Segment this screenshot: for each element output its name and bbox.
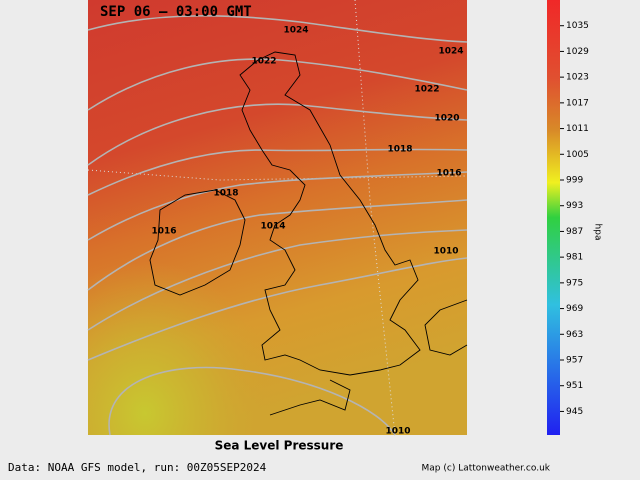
colorbar-tick-label: 981: [566, 253, 583, 263]
graticule: [87, 0, 468, 436]
colorbar-tick-label: 1029: [566, 47, 589, 57]
colorbar-tick-label: 1023: [566, 73, 589, 83]
colorbar: hpa 1035 1029 1023 1017 1011 1005 999 993 987 981…: [547, 0, 603, 435]
isobar-label: 1024: [283, 26, 308, 36]
isobar-label: 1010: [385, 427, 410, 437]
colorbar-tick-label: 987: [566, 227, 583, 237]
colorbar-tick-label: 1011: [566, 124, 589, 134]
isobars: [87, 15, 468, 436]
isobar-label: 1020: [434, 114, 459, 124]
coastlines: [149, 51, 468, 416]
isobar-labels: 1024 1024 1022 1022 1020 1018 1016 1018 1016 1014…: [151, 26, 463, 437]
isobar-label: 1018: [387, 145, 412, 155]
colorbar-tick-label: 1035: [566, 21, 589, 31]
colorbar-tick-label: 975: [566, 278, 583, 288]
map-caption: Sea Level Pressure: [215, 439, 344, 453]
isobar-label: 1024: [438, 47, 463, 57]
colorbar-tick-label: 1017: [566, 98, 589, 108]
isobar-label: 1014: [260, 222, 285, 232]
colorbar-tick-label: 963: [566, 330, 583, 340]
data-credit: Data: NOAA GFS model, run: 00Z05SEP2024: [8, 461, 267, 474]
colorbar-tick-label: 951: [566, 381, 583, 391]
isobar-label: 1010: [433, 247, 458, 257]
isobar-label: 1022: [414, 85, 439, 95]
low-pressure-area: [88, 0, 467, 435]
isobar-label: 1016: [151, 227, 176, 237]
isobar-label: 1022: [251, 57, 276, 67]
isobar-label: 1018: [213, 189, 238, 199]
colorbar-label: hpa: [593, 224, 603, 241]
map-credit: Map (c) Lattonweather.co.uk: [422, 464, 551, 474]
colorbar-tick-label: 993: [566, 201, 583, 211]
colorbar-tick-label: 969: [566, 304, 583, 314]
isobar-label: 1016: [436, 169, 461, 179]
colorbar-scale: [547, 0, 560, 435]
colorbar-tick-label: 999: [566, 176, 583, 186]
colorbar-tick-label: 957: [566, 356, 583, 366]
map-title: SEP 06 – 03:00 GMT: [100, 4, 252, 20]
map: 1024 1024 1022 1022 1020 1018 1016 1018 1016 1014…: [87, 0, 468, 437]
colorbar-tick-label: 1005: [566, 150, 589, 160]
colorbar-tick-label: 945: [566, 407, 583, 417]
